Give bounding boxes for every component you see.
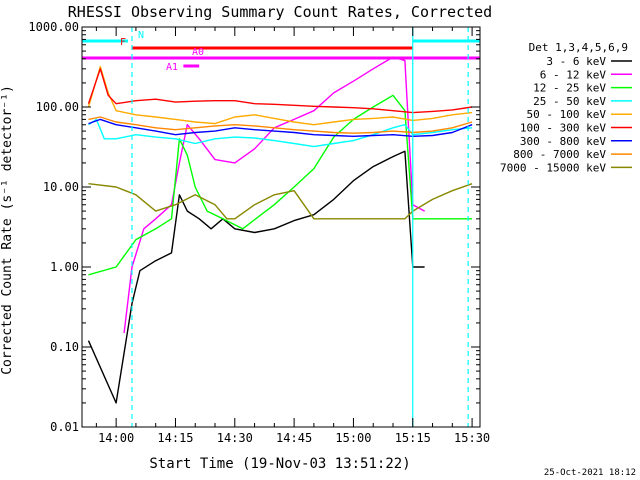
y-tick-label: 1000.00 <box>28 20 79 34</box>
y-tick-label: 0.10 <box>50 340 79 354</box>
y-tick-label: 10.00 <box>43 180 79 194</box>
y-axis-label: Corrected Count Rate (s⁻¹ detector⁻¹) <box>0 85 15 375</box>
x-tick-label: 14:30 <box>217 431 253 445</box>
flag-bars: N F A0 A1 <box>82 30 480 73</box>
x-tick-label: 15:30 <box>454 431 490 445</box>
series-line-5 <box>87 65 473 126</box>
y-tick-label: 1.00 <box>50 260 79 274</box>
series-layer <box>87 56 473 404</box>
legend-label-9: 7000 - 15000 keV <box>500 161 606 174</box>
series-line-7 <box>88 118 473 138</box>
series-line-2 <box>123 56 425 333</box>
legend-label-5: 50 - 100 keV <box>527 108 607 121</box>
plot-frame <box>81 26 481 428</box>
plot-background <box>82 27 480 427</box>
plot-area <box>82 27 480 427</box>
x-tick-label: 15:15 <box>395 431 431 445</box>
legend-label-1: 3 - 6 keV <box>546 55 606 68</box>
timestamp: 25-Oct-2021 18:12 <box>544 468 636 478</box>
x-axis-label: Start Time (19-Nov-03 13:51:22) <box>149 456 410 472</box>
axes: 0.01 0.10 1.00 10.00 100.00 1000.00 14:00 14:15… <box>28 20 490 445</box>
flag-label-a0: A0 <box>192 47 204 58</box>
legend-title: Det 1,3,4,5,6,9 <box>529 41 628 54</box>
legend-label-8: 800 - 7000 keV <box>513 148 606 161</box>
series-line-9 <box>88 183 473 220</box>
legend-label-2: 6 - 12 keV <box>540 68 607 81</box>
legend-label-6: 100 - 300 keV <box>520 122 606 135</box>
time-markers <box>131 27 469 427</box>
x-tick-label: 14:00 <box>98 431 134 445</box>
x-tick-label: 15:00 <box>335 431 371 445</box>
legend-label-3: 12 - 25 keV <box>533 82 606 95</box>
chart-title: RHESSI Observing Summary Count Rates, Co… <box>68 3 492 21</box>
x-tick-label: 14:15 <box>157 431 193 445</box>
x-tick-label: 14:45 <box>276 431 312 445</box>
y-tick-label: 100.00 <box>36 100 79 114</box>
legend-label-4: 25 - 50 keV <box>533 95 606 108</box>
series-line-3 <box>88 94 473 276</box>
series-line-4 <box>88 118 473 148</box>
series-line-6 <box>87 68 473 114</box>
series-line-8 <box>88 116 473 134</box>
flag-label-f: F <box>120 37 126 48</box>
flag-label-a1: A1 <box>166 62 178 73</box>
flag-label-n: N <box>138 30 144 41</box>
y-tick-label: 0.01 <box>50 420 79 434</box>
series-line-1 <box>87 150 425 404</box>
legend-label-7: 300 - 800 keV <box>520 135 606 148</box>
